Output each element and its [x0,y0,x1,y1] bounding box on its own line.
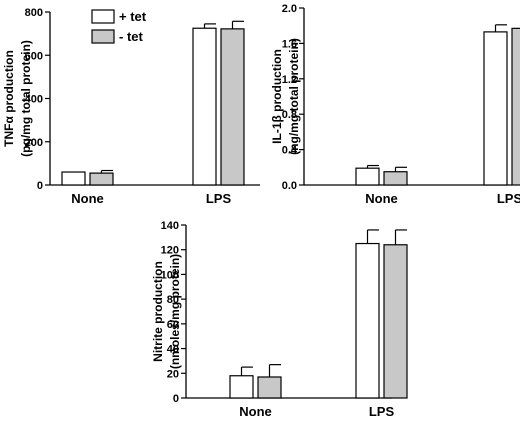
y-tick-label: 0.0 [282,180,297,192]
y-tick-label: 60 [167,319,179,331]
bar [383,171,408,186]
bar [220,28,245,186]
bar [192,27,217,186]
y-tick-label: 40 [167,344,179,356]
legend-swatch-minus-tet [91,29,115,44]
legend-label-plus-tet: + tet [119,9,147,24]
bar [383,244,408,399]
y-tick-label: 0.4 [282,145,298,157]
y-tick-label: 2.0 [282,3,297,15]
y-tick-label: 0 [37,180,43,192]
bar [89,172,114,186]
x-category-label: None [239,404,272,419]
legend-swatch-plus-tet [91,9,115,24]
bar [61,171,86,186]
y-axis-unit-label: (pg/mg total protein) [19,40,33,157]
y-axis-label: TNFα production [2,50,16,147]
y-tick-label: 0.8 [282,109,297,121]
y-tick-label: 400 [25,94,43,106]
legend-label-minus-tet: - tet [119,29,144,44]
y-tick-label: 1.6 [282,38,297,50]
x-category-label: LPS [497,191,520,206]
y-tick-label: 1.2 [282,74,297,86]
y-axis-unit-label: (ng/mg total protein) [287,38,301,155]
y-tick-label: 0 [173,393,179,405]
bar [257,376,282,399]
y-axis-label: IL-1β production [270,49,284,144]
bar [483,31,508,186]
x-category-label: LPS [206,191,232,206]
y-axis-label: Nitrite production [151,261,165,362]
y-tick-label: 100 [161,269,179,281]
legend: + tet - tet [91,9,147,44]
nitrite-chart: 0 20 40 60 80 100 120 140 Nitrite production (nmo… [151,220,408,419]
y-tick-label: 120 [161,245,179,257]
il1b-chart: 0.0 0.4 0.8 1.2 1.6 2.0 IL-1β production (ng/mg… [270,3,520,206]
y-tick-label: 800 [25,7,43,19]
y-tick-label: 600 [25,50,43,62]
bar [355,167,380,186]
tnf-chart: 0 200 400 600 800 TNFα production (pg/mg total… [2,7,260,206]
x-category-label: LPS [369,404,395,419]
bar [355,242,380,399]
x-category-label: None [71,191,104,206]
y-tick-label: 200 [25,137,43,149]
x-category-label: None [365,191,398,206]
bar [229,375,254,399]
y-axis-unit-label: (nmoles/mg protein) [168,254,182,369]
y-tick-label: 140 [161,220,179,232]
y-tick-label: 80 [167,294,179,306]
bar [511,27,520,186]
y-tick-label: 20 [167,368,179,380]
